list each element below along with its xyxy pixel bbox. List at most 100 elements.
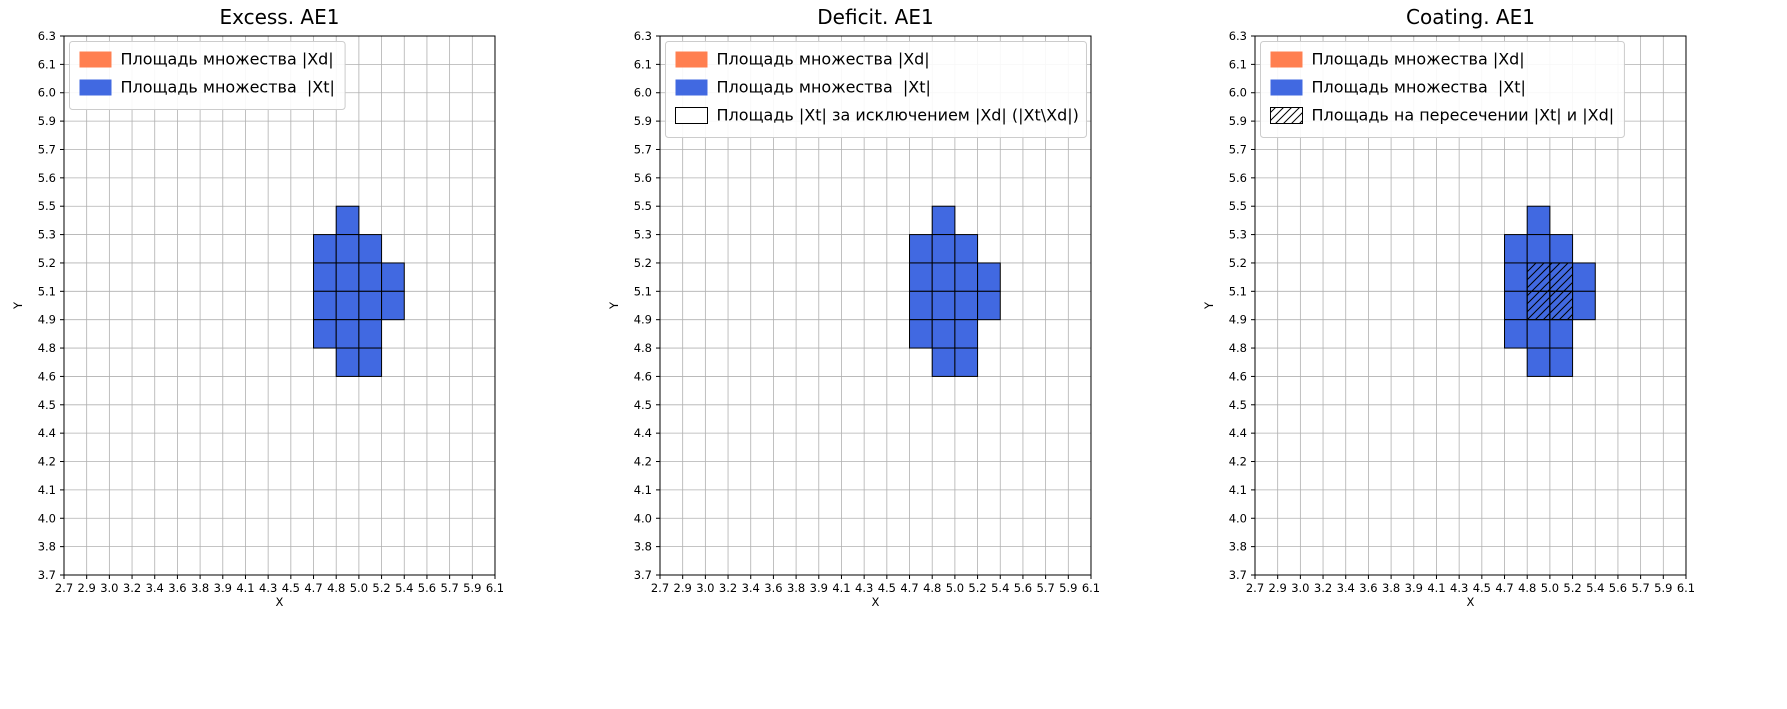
y-tick-label: 4.6 — [38, 369, 56, 383]
y-tick-label: 5.1 — [38, 284, 56, 298]
legend-swatch-empty — [674, 107, 708, 125]
x-tick-label: 3.2 — [1314, 581, 1332, 595]
x-tick-label: 4.7 — [304, 581, 322, 595]
x-tick-label: 4.8 — [327, 581, 345, 595]
y-tick-label: 5.5 — [633, 199, 651, 213]
y-tick-label: 5.5 — [1229, 199, 1247, 213]
xt-cell — [313, 262, 337, 292]
legend-label: Площадь множества |Xt| — [120, 78, 334, 97]
y-tick-label: 4.2 — [633, 455, 651, 469]
x-tick-label: 4.1 — [1428, 581, 1446, 595]
y-tick-label: 5.7 — [1229, 142, 1247, 156]
xt-cell — [313, 319, 337, 349]
x-tick-label: 4.5 — [282, 581, 300, 595]
xt-cell — [954, 262, 978, 292]
xt-cell — [931, 319, 956, 349]
xt-cell — [1572, 290, 1597, 321]
plot-canvas: 2.7 2.9 3.0 3.2 3.4 3.6 3.8 3.9 4.1 4.3 4.5 4.7 4.8 5… — [607, 5, 1100, 609]
axes-frame — [659, 35, 1092, 576]
y-tick-label: 5.3 — [38, 228, 56, 242]
plot-canvas: 2.7 2.9 3.0 3.2 3.4 3.6 3.8 3.9 4.1 4.3 4.5 4.7 4.8 5… — [11, 5, 504, 609]
xt-cell — [335, 319, 360, 349]
x-tick-label: 5.9 — [1059, 581, 1077, 595]
xt-cell — [1504, 262, 1529, 292]
xt-cell — [908, 290, 933, 321]
y-tick-label: 3.8 — [38, 540, 56, 554]
axes-frame — [1254, 35, 1687, 576]
y-tick-label: 4.6 — [633, 369, 651, 383]
plot-canvas: 2.7 2.9 3.0 3.2 3.4 3.6 3.8 3.9 4.1 4.3 4.5 4.7 4.8 5… — [1202, 5, 1695, 609]
y-tick-label: 4.5 — [1229, 398, 1247, 412]
y-tick-label: 5.1 — [1229, 284, 1247, 298]
xt-cell — [931, 205, 956, 236]
x-tick-label: 4.3 — [1450, 581, 1468, 595]
legend: Площадь множества |Xd| Площадь множества … — [68, 41, 346, 111]
y-tick-label: 4.0 — [633, 511, 651, 525]
legend-swatch-xd — [79, 51, 112, 68]
y-tick-label: 5.2 — [1229, 256, 1247, 270]
legend-swatch-xt — [79, 79, 112, 96]
y-tick-label: 4.9 — [38, 313, 56, 327]
x-tick-label: 4.1 — [236, 581, 254, 595]
y-tick-label: 5.6 — [633, 171, 651, 185]
tick-labels: 2.7 2.9 3.0 3.2 3.4 3.6 3.8 3.9 4.1 4.3 4.5 4.7 4.8 5… — [38, 29, 504, 595]
legend-swatch-hatch — [1270, 107, 1303, 124]
xt-cell — [335, 262, 360, 292]
x-tick-label: 2.7 — [55, 581, 73, 595]
xt-cell — [931, 262, 956, 292]
x-tick-label: 4.3 — [259, 581, 277, 595]
x-tick-label: 4.7 — [900, 581, 918, 595]
y-tick-label: 4.1 — [38, 483, 56, 497]
subplot-coating-ae1: 2.7 2.9 3.0 3.2 3.4 3.6 3.8 3.9 4.1 4.3 4.5 4.7 4.8 5… — [1191, 0, 1787, 709]
legend-swatch-xt — [1270, 79, 1303, 96]
y-tick-label: 6.0 — [1229, 86, 1247, 100]
x-tick-label: 3.6 — [168, 581, 186, 595]
y-tick-label: 4.4 — [1229, 426, 1247, 440]
intersection-hatched-cell — [1527, 290, 1551, 321]
y-tick-label: 3.7 — [38, 568, 56, 582]
legend-swatch-xt — [675, 79, 708, 96]
xt-cell — [1504, 234, 1529, 264]
xt-cell — [1572, 262, 1597, 292]
x-tick-label: 6.1 — [1677, 581, 1695, 595]
y-tick-label: 3.7 — [1229, 568, 1247, 582]
y-tick-label: 5.7 — [38, 142, 56, 156]
xt-cell — [1527, 234, 1551, 264]
x-tick-label: 5.7 — [1036, 581, 1054, 595]
tick-marks — [655, 35, 1092, 579]
y-tick-label: 4.9 — [633, 313, 651, 327]
legend-box — [1260, 41, 1626, 139]
x-tick-label: 5.4 — [991, 581, 1009, 595]
x-tick-label: 5.4 — [1586, 581, 1604, 595]
x-tick-label: 2.7 — [651, 581, 669, 595]
y-tick-label: 4.0 — [1229, 511, 1247, 525]
tick-labels: 2.7 2.9 3.0 3.2 3.4 3.6 3.8 3.9 4.1 4.3 4.5 4.7 4.8 5… — [1229, 29, 1695, 595]
y-tick-label: 5.6 — [1229, 171, 1247, 185]
y-tick-label: 4.6 — [1229, 369, 1247, 383]
x-tick-label: 4.5 — [877, 581, 895, 595]
xt-cell — [908, 234, 933, 264]
y-tick-label: 5.2 — [38, 256, 56, 270]
tick-marks — [59, 35, 496, 579]
axes-frame — [63, 35, 496, 576]
legend: Площадь множества |Xd| Площадь множества … — [664, 41, 1087, 139]
legend-box — [664, 41, 1087, 139]
x-tick-label: 4.7 — [1496, 581, 1514, 595]
x-tick-label: 5.7 — [1632, 581, 1650, 595]
y-tick-label: 4.5 — [633, 398, 651, 412]
xt-cell — [358, 319, 383, 349]
xt-cells — [313, 205, 405, 377]
x-tick-label: 3.6 — [764, 581, 782, 595]
x-tick-label: 5.6 — [1609, 581, 1627, 595]
y-axis-label: Y — [11, 301, 25, 310]
x-tick-label: 5.0 — [945, 581, 963, 595]
subplot-excess-ae1: 2.7 2.9 3.0 3.2 3.4 3.6 3.8 3.9 4.1 4.3 4.5 4.7 4.8 5… — [0, 0, 596, 709]
intersection-hatched-cell — [1549, 290, 1574, 321]
y-tick-label: 5.6 — [38, 171, 56, 185]
x-tick-label: 4.8 — [1518, 581, 1536, 595]
xt-cell — [335, 347, 360, 377]
y-tick-label: 6.0 — [633, 86, 651, 100]
y-tick-label: 4.8 — [1229, 341, 1247, 355]
y-tick-label: 5.9 — [1229, 114, 1247, 128]
